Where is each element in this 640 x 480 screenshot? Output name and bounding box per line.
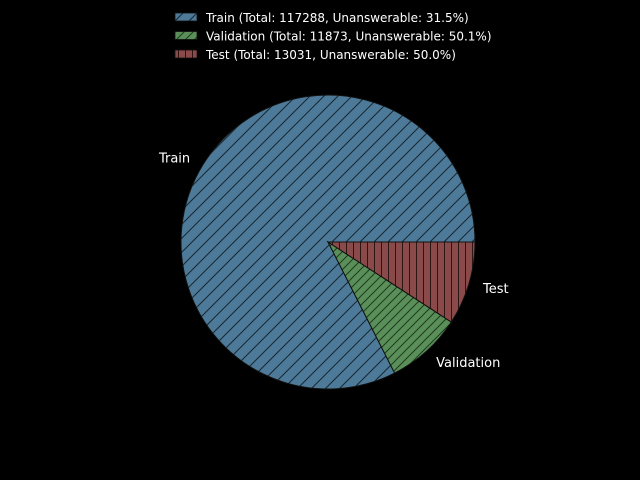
pie-label-train: Train — [158, 151, 190, 166]
pie-labels: Train Validation Test — [158, 151, 509, 371]
pie-slices — [180, 94, 476, 390]
pie-label-test: Test — [482, 282, 509, 297]
legend-entry-validation: Validation (Total: 11873, Unanswerable: … — [206, 30, 492, 44]
legend-swatch-validation — [174, 31, 198, 40]
pie-slice-train — [180, 94, 476, 390]
pie-label-validation: Validation — [436, 356, 500, 371]
legend-swatch-test — [174, 49, 198, 59]
pie-slice-test — [326, 241, 476, 323]
legend: Train (Total: 117288, Unanswerable: 31.5… — [174, 11, 492, 62]
legend-swatch-train — [174, 12, 198, 22]
legend-entry-test: Test (Total: 13031, Unanswerable: 50.0%) — [205, 48, 456, 62]
legend-entry-train: Train (Total: 117288, Unanswerable: 31.5… — [205, 11, 469, 25]
